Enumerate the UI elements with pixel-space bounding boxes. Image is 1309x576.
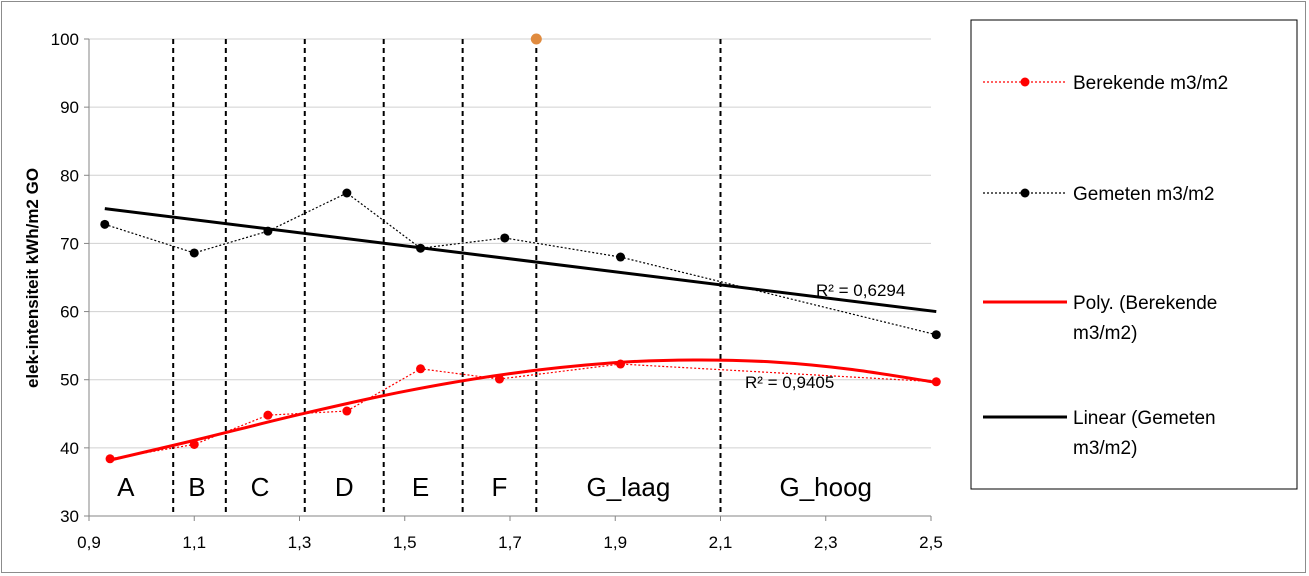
y-tick-label: 90 (60, 98, 79, 117)
data-point (189, 248, 199, 258)
legend-marker (1020, 77, 1030, 87)
y-axis-label: elek-intensiteit kWh/m2 GO (23, 168, 42, 388)
legend-entry: Poly. (Berekende m3/m2) (983, 293, 1217, 344)
data-point (500, 233, 510, 243)
x-tick-label: 1,1 (182, 533, 206, 552)
legend: Berekende m3/m2 Gemeten m3/m2 Poly. (Berek… (970, 19, 1298, 490)
data-point (530, 33, 542, 45)
data-point (931, 377, 941, 387)
x-tick-label: 2,5 (919, 533, 943, 552)
band-label: C (251, 472, 270, 502)
series-line (109, 363, 937, 460)
data-point (100, 219, 110, 229)
legend-label: Berekende m3/m2 (1073, 73, 1228, 94)
data-point (263, 410, 273, 420)
grid (89, 38, 931, 449)
band-label: D (335, 472, 354, 502)
legend-marker (1020, 188, 1030, 198)
y-tick-label: 80 (60, 166, 79, 185)
trendline-polynomial (109, 358, 937, 462)
legend-entry: Linear (Gemeten m3/m2) (983, 408, 1216, 459)
y-tick-label: 60 (60, 303, 79, 322)
legend-items: Berekende m3/m2 Gemeten m3/m2 Poly. (Berek… (983, 73, 1228, 459)
x-tick-label: 1,3 (288, 533, 312, 552)
band-dividers (172, 39, 722, 516)
y-tick-label: 50 (60, 371, 79, 390)
y-tick-label: 100 (51, 30, 79, 49)
series-layer (100, 33, 941, 464)
band-label: G_laag (586, 472, 670, 502)
r2-label: R² = 0,6294 (816, 281, 905, 300)
r2-labels: R² = 0,9405 R² = 0,6294 (745, 281, 905, 392)
band-label: B (188, 472, 205, 502)
legend-label: Poly. (Berekende (1073, 293, 1217, 314)
x-tick-label: 0,9 (77, 533, 101, 552)
data-point (342, 188, 352, 198)
legend-label: Gemeten m3/m2 (1073, 184, 1215, 205)
trendline-linear (104, 207, 937, 314)
data-point (189, 439, 199, 449)
data-point (416, 243, 426, 253)
data-point (263, 226, 273, 236)
legend-label: m3/m2) (1073, 323, 1137, 344)
axes (84, 38, 932, 521)
legend-label: m3/m2) (1073, 438, 1137, 459)
tick-labels: 30 40 50 60 70 80 90 100 0,9 1,1 1,3 1,5 1,7 1,9 2,1 2,… (51, 30, 943, 552)
r2-label: R² = 0,9405 (745, 373, 834, 392)
data-point (105, 454, 115, 464)
y-tick-label: 40 (60, 439, 79, 458)
band-label: A (117, 472, 135, 502)
legend-entry: Berekende m3/m2 (983, 73, 1228, 94)
series-line (104, 192, 937, 336)
band-label: E (412, 472, 429, 502)
x-tick-label: 1,7 (498, 533, 522, 552)
data-point (416, 364, 426, 374)
legend-label: Linear (Gemeten (1073, 408, 1216, 429)
band-label: F (492, 472, 508, 502)
data-point (616, 252, 626, 262)
data-point (931, 330, 941, 340)
x-tick-label: 2,1 (709, 533, 733, 552)
band-label: G_hoog (779, 472, 872, 502)
band-labels: A B C D E F G_laag G_hoog (117, 472, 872, 502)
legend-box (970, 19, 1298, 490)
x-tick-label: 2,3 (814, 533, 838, 552)
legend-entry: Gemeten m3/m2 (983, 184, 1215, 205)
data-point (616, 359, 626, 369)
data-point (342, 406, 352, 416)
x-tick-label: 1,5 (393, 533, 417, 552)
y-tick-label: 70 (60, 234, 79, 253)
data-point (494, 374, 504, 384)
y-tick-label: 30 (60, 507, 79, 526)
x-tick-label: 1,9 (603, 533, 627, 552)
